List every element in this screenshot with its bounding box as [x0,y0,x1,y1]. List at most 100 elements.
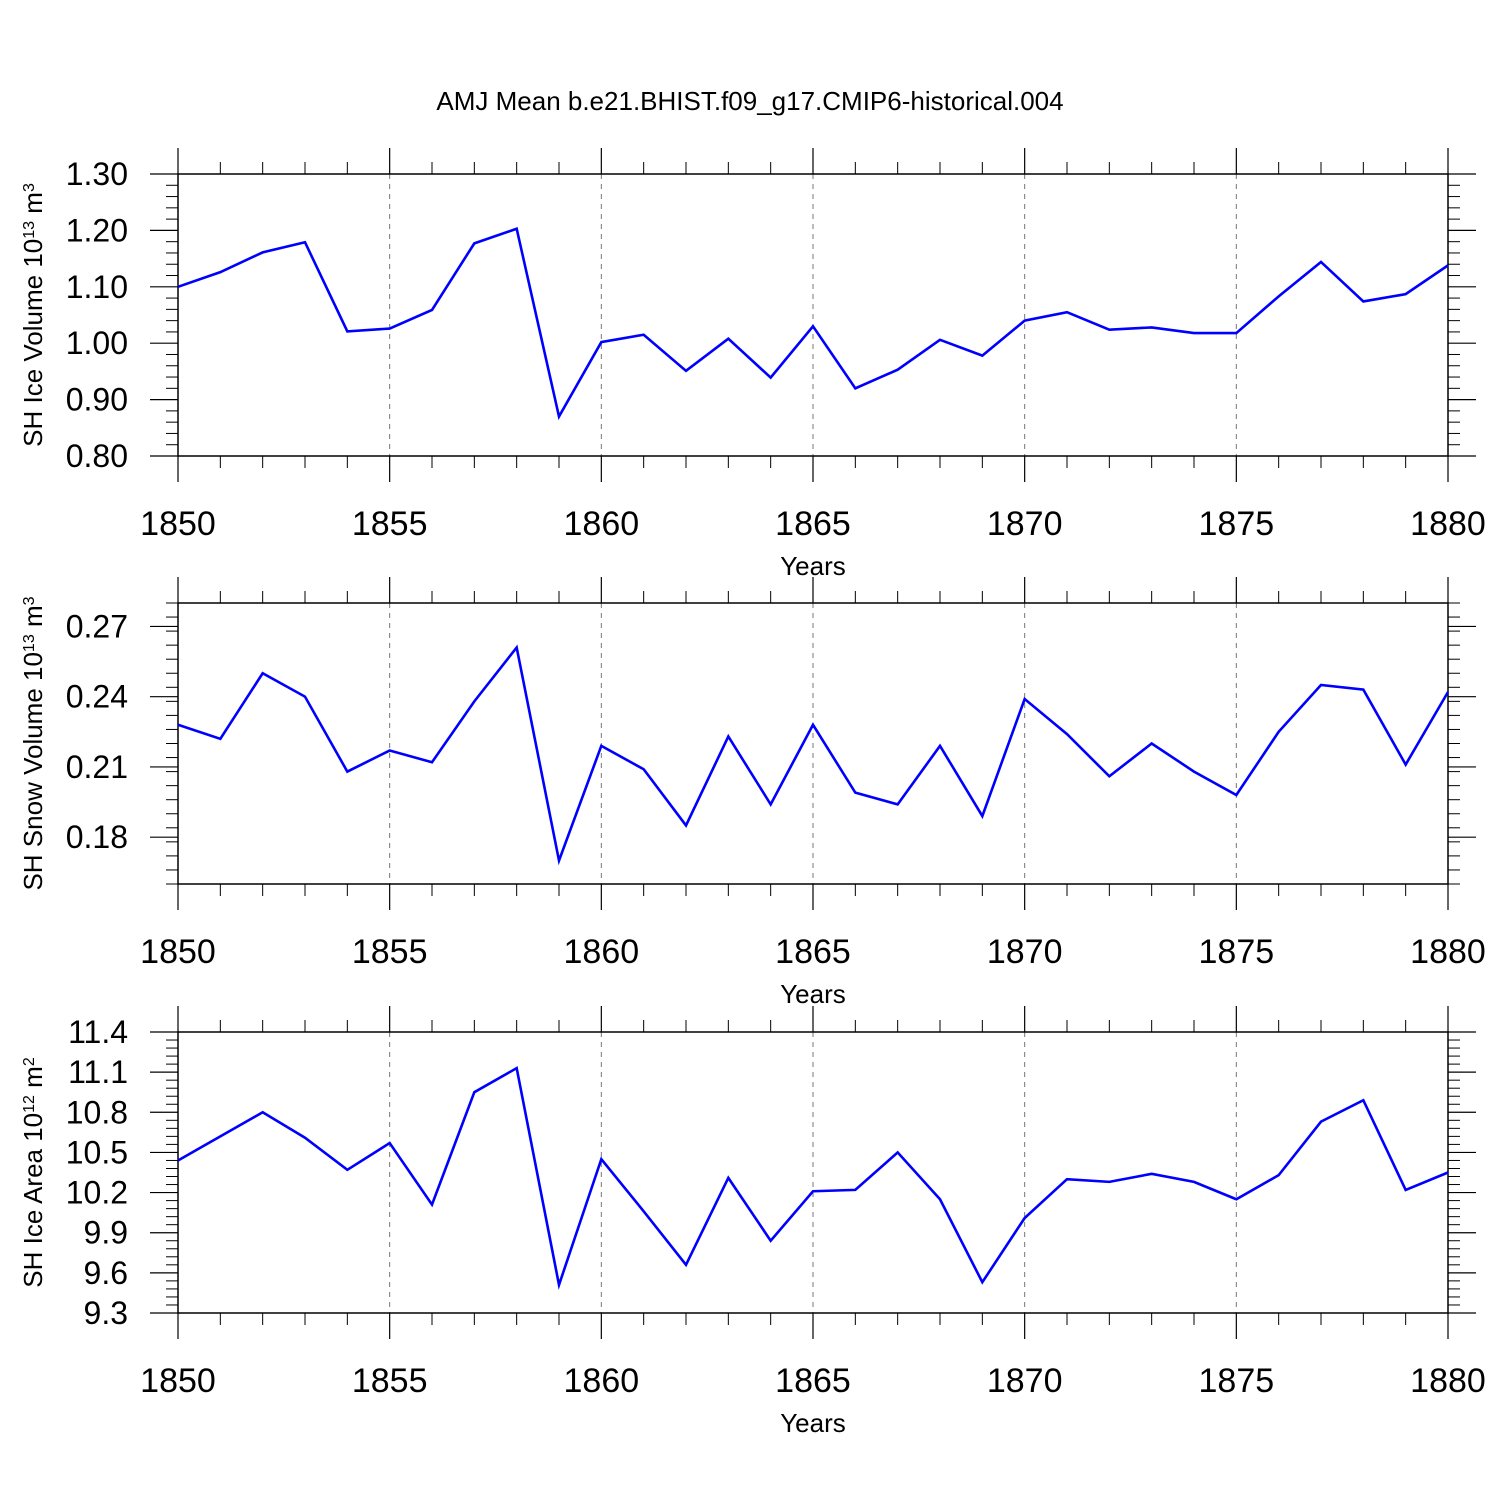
data-point [175,722,181,728]
y-axis-label-text: m [18,605,48,634]
y-tick-label: 10.8 [66,1094,128,1130]
data-point [344,1167,350,1173]
data-point [1233,330,1239,336]
chart-title: AMJ Mean b.e21.BHIST.f09_g17.CMIP6-histo… [436,86,1063,116]
data-point [1064,1176,1070,1182]
x-tick-label: 1855 [352,505,428,543]
x-tick-label: 1865 [775,1362,851,1400]
x-tick-label: 1880 [1410,505,1486,543]
x-tick-label: 1850 [140,933,216,971]
data-point [641,1208,647,1214]
data-point [1445,1170,1451,1176]
data-point [598,743,604,749]
data-point [175,284,181,290]
data-point [1445,262,1451,268]
y-axis-label: SH Ice Volume 1013 m3 [18,183,48,447]
data-point [598,339,604,345]
data-point [1149,741,1155,747]
y-tick-label: 1.10 [66,269,128,305]
data-point [429,307,435,313]
data-point [1149,1171,1155,1177]
data-point [556,858,562,864]
data-point [1276,1172,1282,1178]
chart-panel-1: 0.80 0.90 1.00 1.10 1.20 1.30 1850 1855 1860 1865… [18,148,1486,581]
data-point [471,1089,477,1095]
data-point [852,790,858,796]
data-point [768,375,774,381]
x-axis-label: Years [780,1408,846,1438]
series-line [177,227,1449,421]
x-tick-label: 1850 [140,505,216,543]
data-point [302,694,308,700]
y-tick-label: 0.80 [66,438,128,474]
chart-panel-2: 0.18 0.21 0.24 0.27 1850 1855 1860 1865 1870 1875… [18,577,1486,1009]
data-point [344,769,350,775]
y-tick-label: 11.4 [68,1014,128,1050]
data-point [302,1135,308,1141]
data-point [1233,792,1239,798]
data-point [1360,687,1366,693]
data-point [768,1238,774,1244]
data-point [387,1140,393,1146]
x-tick-label: 1860 [564,933,640,971]
y-tick-label: 1.30 [66,156,128,192]
x-tick-label: 1850 [140,1362,216,1400]
y-axis-label-text: SH Snow Volume 10 [18,652,48,890]
x-tick-label: 1855 [352,1362,428,1400]
data-point [260,249,266,255]
data-point [260,670,266,676]
data-point [1022,318,1028,324]
x-tick-label: 1860 [564,505,640,543]
data-point [1318,259,1324,265]
data-point [217,1133,223,1139]
x-tick-label: 1865 [775,505,851,543]
data-point [768,801,774,807]
data-point [1191,1179,1197,1185]
data-point [810,1188,816,1194]
data-point [1149,324,1155,330]
data-point [1064,309,1070,315]
y-tick-label: 10.2 [66,1175,128,1211]
data-point [1106,327,1112,333]
data-point [1022,1215,1028,1221]
data-point [810,323,816,329]
panels: 0.80 0.90 1.00 1.10 1.20 1.30 1850 1855 1860 1865… [18,148,1486,1438]
y-tick-label: 0.24 [66,679,128,715]
data-point [937,1196,943,1202]
data-point [937,743,943,749]
data-point [641,332,647,338]
data-point [556,1282,562,1288]
data-point [937,337,943,343]
x-tick-label: 1880 [1410,933,1486,971]
data-point [344,328,350,334]
data-point [1276,293,1282,299]
data-point [514,226,520,232]
data-point [175,1157,181,1163]
data-point [725,1175,731,1181]
data-point [1360,298,1366,304]
data-point [1403,291,1409,297]
data-point [387,326,393,332]
data-point [514,644,520,650]
y-axis-label: SH Ice Area 1012 m2 [18,1057,48,1288]
y-tick-label: 10.5 [66,1134,128,1170]
y-tick-label: 0.27 [66,608,128,644]
data-point [217,736,223,742]
data-point [1318,1119,1324,1125]
y-axis-label-text: m [18,1066,48,1095]
data-point [641,766,647,772]
x-axis-label: Years [780,979,846,1009]
data-point [683,368,689,374]
data-point [979,1279,985,1285]
y-tick-label: 0.18 [66,819,128,855]
data-point [1191,330,1197,336]
data-point [1064,731,1070,737]
y-axis-label-text: SH Ice Area 10 [18,1113,48,1288]
data-point [979,813,985,819]
x-tick-label: 1880 [1410,1362,1486,1400]
data-point [852,1187,858,1193]
data-point [683,1262,689,1268]
data-point [1403,1187,1409,1193]
y-tick-label: 1.20 [66,212,128,248]
